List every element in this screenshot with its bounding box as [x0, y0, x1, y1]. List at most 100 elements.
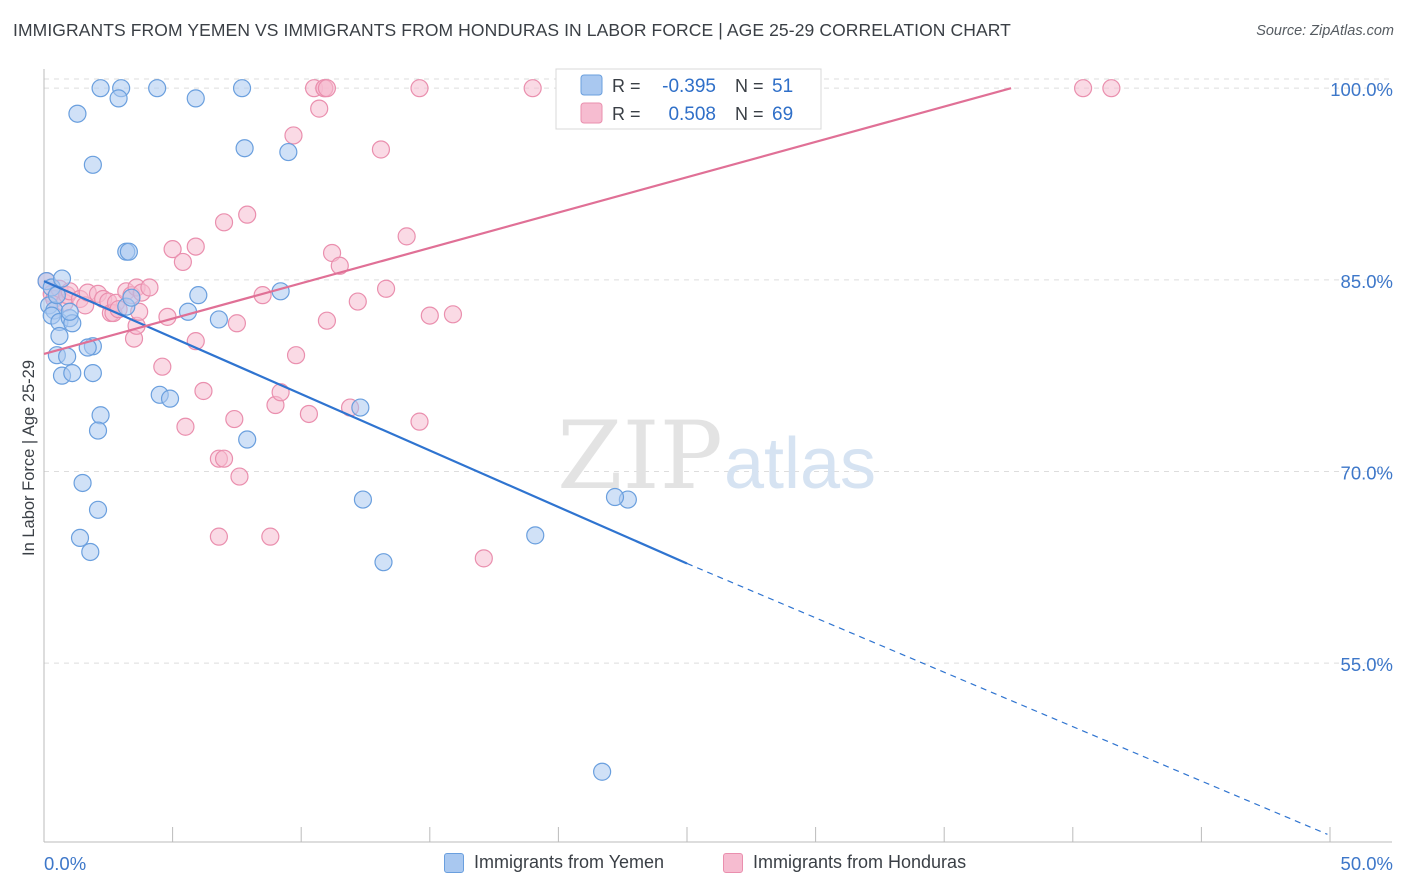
honduras-point [194, 381, 213, 401]
yemen-point [209, 310, 228, 329]
trend-layer [43, 87, 1328, 835]
yemen-point [353, 490, 373, 509]
yemen-point [83, 363, 102, 383]
honduras-point [176, 417, 195, 436]
honduras-point [271, 383, 290, 402]
yemen-point [60, 302, 79, 321]
legend-item-yemen: Immigrants from Yemen [444, 852, 664, 873]
honduras-point [230, 467, 249, 486]
watermark-atlas: atlas [724, 424, 876, 504]
stats-legend: R = -0.395 N = 51 R = 0.508 N = 69 [555, 68, 822, 130]
yemen-point [232, 79, 252, 98]
stats-honduras-r-value: 0.508 [668, 104, 716, 125]
honduras-point [317, 311, 337, 330]
honduras-point [173, 252, 192, 272]
honduras-point [153, 357, 172, 376]
honduras-point [523, 79, 542, 98]
honduras-point [286, 346, 306, 365]
yemen-point [148, 79, 167, 98]
legend-item-honduras: Immigrants from Honduras [723, 852, 966, 873]
yemen-point [63, 363, 82, 383]
chart-title: IMMIGRANTS FROM YEMEN VS IMMIGRANTS FROM… [13, 20, 1011, 40]
yemen-point [68, 104, 87, 123]
x-tick-label-min: 0.0% [44, 853, 86, 874]
honduras-point [1073, 79, 1093, 98]
honduras-point [214, 213, 234, 232]
legend-swatch-honduras [723, 852, 743, 873]
source-credit: Source: ZipAtlas.com [1256, 23, 1394, 39]
honduras-point [163, 240, 182, 259]
yemen-point [91, 406, 110, 425]
honduras-point [410, 412, 429, 431]
honduras-point [317, 79, 337, 98]
honduras-point [348, 292, 367, 311]
honduras-point [209, 527, 228, 546]
yemen-point [374, 553, 393, 572]
yemen-point [189, 286, 208, 305]
honduras-point [310, 99, 329, 118]
yemen-point [88, 421, 108, 440]
stats-yemen-n-value: 51 [772, 76, 793, 97]
honduras-point [376, 279, 396, 298]
y-tick-label: 55.0% [1341, 654, 1393, 675]
legend-label-yemen: Immigrants from Yemen [474, 852, 665, 872]
yemen-point [605, 487, 625, 507]
legend-swatch-yemen [444, 852, 464, 873]
honduras-point [474, 549, 493, 568]
x-tick-label-max: 50.0% [1341, 853, 1393, 874]
honduras-point [443, 305, 463, 324]
axis-layer: 55.0% 70.0% 85.0% 100.0% 0.0% 50.0% [43, 69, 1393, 874]
watermark: ZIP atlas [557, 402, 876, 511]
yemen-point [109, 89, 128, 108]
yemen-point [58, 347, 77, 366]
yemen-point [122, 288, 141, 307]
yemen-point [593, 762, 612, 781]
honduras-trend-line [43, 87, 1012, 355]
honduras-point [238, 205, 257, 224]
stats-swatch-yemen [580, 74, 603, 96]
honduras-point [1102, 79, 1121, 98]
points-yemen [37, 79, 637, 781]
honduras-point [330, 256, 349, 275]
honduras-point [299, 404, 319, 424]
yemen-trend-line [43, 280, 688, 565]
watermark-zip: ZIP [557, 402, 723, 511]
yemen-point [70, 528, 90, 548]
stats-yemen-r-value: -0.395 [662, 76, 716, 97]
honduras-point [186, 237, 205, 256]
honduras-point [227, 314, 246, 333]
honduras-point [397, 227, 416, 246]
yemen-point [160, 389, 180, 408]
honduras-point [284, 126, 303, 145]
y-axis-title: In Labor Force | Age 25-29 [20, 360, 38, 556]
honduras-point [410, 79, 429, 98]
yemen-point [73, 473, 92, 493]
stats-honduras-n-value: 69 [772, 104, 793, 125]
yemen-point [186, 89, 205, 108]
yemen-point [526, 526, 545, 545]
stats-honduras-r-label: R = [612, 104, 641, 124]
yemen-point [52, 269, 72, 288]
yemen-point [279, 142, 298, 162]
yemen-point [81, 542, 100, 562]
stats-yemen-r-label: R = [612, 76, 641, 96]
stats-swatch-honduras [580, 102, 603, 124]
series-legend: Immigrants from Yemen Immigrants from Ho… [0, 852, 1406, 878]
yemen-trend-extension [686, 562, 1328, 835]
honduras-point [371, 140, 391, 159]
y-tick-label: 100.0% [1330, 79, 1393, 100]
yemen-point [119, 242, 138, 261]
yemen-point [91, 79, 110, 98]
honduras-point [420, 306, 439, 325]
honduras-point [261, 527, 280, 546]
honduras-point [225, 409, 244, 429]
y-tick-label: 85.0% [1341, 271, 1393, 292]
y-tick-label: 70.0% [1341, 462, 1393, 483]
yemen-point [351, 398, 370, 417]
yemen-point [83, 155, 102, 174]
yemen-point [238, 430, 257, 449]
stats-honduras-n-label: N = [735, 104, 764, 124]
yemen-point [50, 326, 69, 346]
stats-yemen-n-label: N = [735, 76, 764, 96]
